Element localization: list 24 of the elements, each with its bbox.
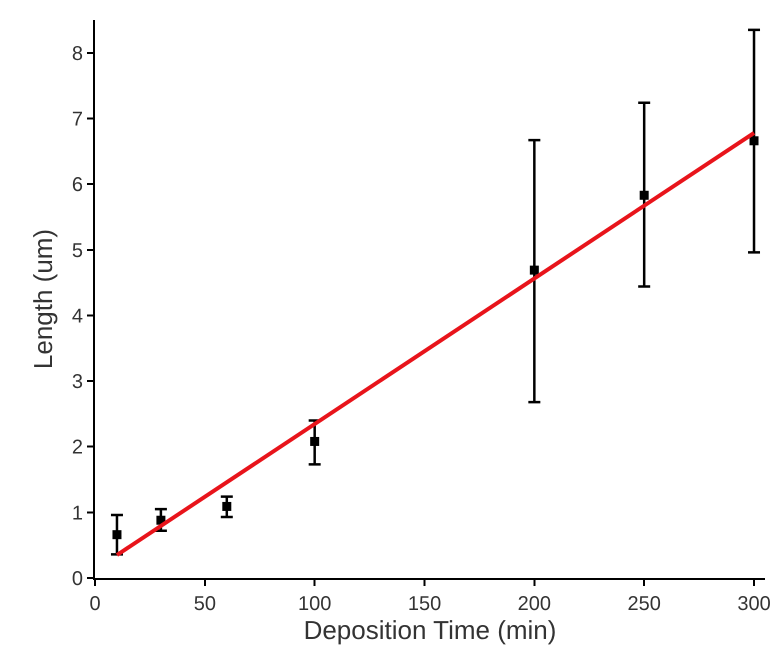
x-tick-label: 250 [627, 593, 661, 615]
y-tick-label: 3 [72, 371, 83, 394]
y-tick-label: 8 [72, 42, 83, 65]
y-axis-title: Length (um) [28, 228, 58, 370]
y-tick-label: 1 [72, 502, 83, 524]
point [530, 266, 539, 275]
point [112, 530, 122, 540]
x-tick-label: 0 [89, 593, 101, 615]
y-tick-label: 4 [72, 305, 83, 328]
x-tick-label: 50 [194, 593, 216, 615]
y-tick-label: 2 [72, 436, 83, 459]
point [310, 436, 320, 446]
point [640, 190, 649, 200]
y-tick-label: 6 [72, 174, 83, 196]
x-tick-label: 200 [518, 593, 552, 615]
x-tick-label: 300 [737, 593, 771, 615]
point [222, 502, 232, 511]
point [750, 136, 759, 146]
y-tick-label: 0 [72, 568, 83, 590]
x-tick-label: 150 [408, 593, 442, 615]
x-axis-title: Deposition Time (min) [304, 615, 556, 645]
x-tick-label: 100 [298, 593, 332, 615]
y-tick-label: 7 [72, 108, 83, 130]
y-tick-label: 5 [72, 240, 83, 262]
